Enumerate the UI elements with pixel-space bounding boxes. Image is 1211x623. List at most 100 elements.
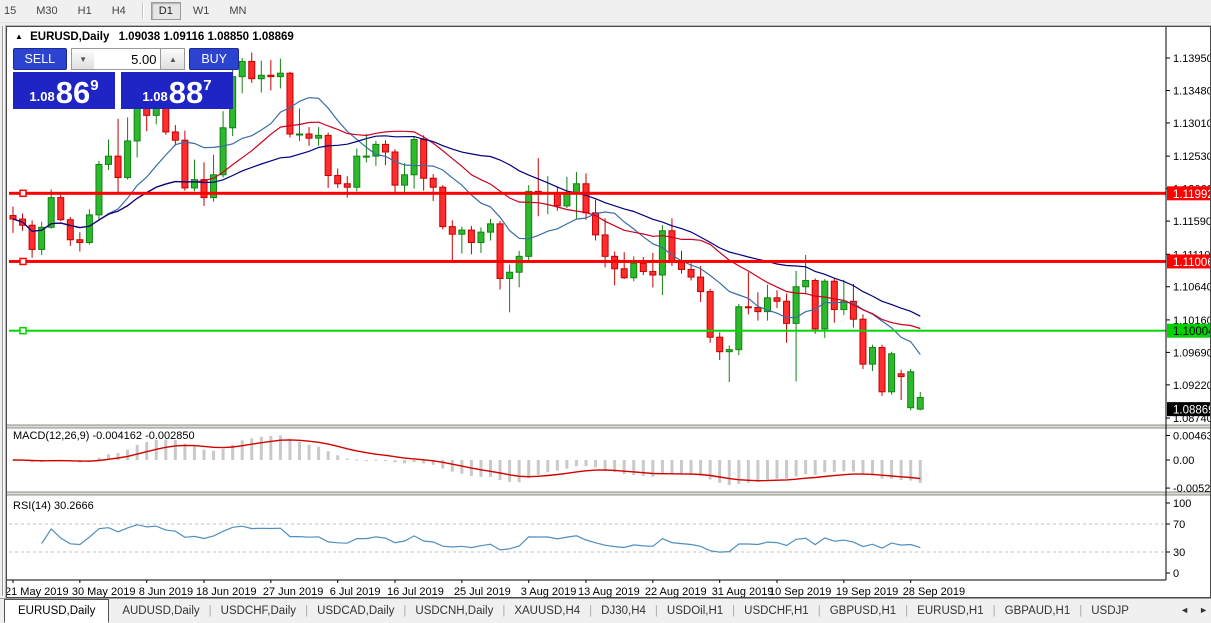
candle — [773, 297, 781, 302]
candle — [706, 291, 714, 338]
svg-text:0.00: 0.00 — [1173, 455, 1194, 467]
candle — [296, 133, 303, 136]
price-label-1.10004: 1.10004 — [1167, 323, 1210, 338]
candle — [105, 155, 112, 165]
timeframe-button-m30[interactable]: M30 — [36, 5, 58, 17]
timeframe-button-w1[interactable]: W1 — [192, 5, 210, 17]
svg-text:1.09690: 1.09690 — [1173, 347, 1210, 359]
tab-usdcad-daily[interactable]: USDCAD,Daily — [317, 605, 395, 617]
candle — [754, 306, 762, 313]
candle — [515, 255, 523, 273]
tab-separator: | — [208, 605, 212, 617]
candle — [869, 347, 876, 365]
collapse-triangle-icon[interactable]: ▲ — [15, 32, 23, 41]
tab-separator: | — [905, 605, 909, 617]
window-left-groove — [2, 26, 3, 596]
candle — [620, 268, 628, 279]
hline-handle[interactable] — [19, 326, 27, 335]
timeframe-button-15[interactable]: 15 — [4, 5, 17, 17]
candle — [477, 231, 485, 244]
candle — [114, 155, 122, 179]
candle — [124, 140, 132, 179]
timeframe-button-h1[interactable]: H1 — [77, 5, 92, 17]
tab-separator: | — [589, 605, 593, 617]
tab-usdoil-h1[interactable]: USDOil,H1 — [666, 605, 724, 617]
candle — [353, 155, 361, 188]
rsi-line — [41, 524, 921, 553]
buy-button[interactable]: BUY — [189, 48, 239, 70]
svg-text:31 Aug 2019: 31 Aug 2019 — [712, 586, 774, 597]
tab-scroll-left-icon[interactable]: ◄ — [1180, 605, 1190, 615]
hline-1.11006[interactable] — [9, 259, 1166, 263]
candle — [372, 143, 380, 157]
tab-audusd-daily[interactable]: AUDUSD,Daily — [122, 605, 200, 617]
tab-usdchf-h1[interactable]: USDCHF,H1 — [744, 605, 809, 617]
tab-eurusd-h1[interactable]: EURUSD,H1 — [917, 605, 984, 617]
tab-scroll-right-icon[interactable]: ► — [1199, 605, 1208, 615]
hline-1.11992[interactable] — [9, 191, 1166, 195]
candle — [458, 229, 466, 235]
tab-dj30-h4[interactable]: DJ30,H4 — [601, 605, 646, 617]
candle — [830, 280, 838, 311]
candle — [467, 229, 475, 244]
macd-indicator-label: MACD(12,26,9) -0.004162 -0.002850 — [13, 430, 195, 442]
tab-separator: | — [992, 605, 996, 617]
candle — [85, 214, 93, 244]
timeframe-button-d1[interactable]: D1 — [150, 2, 181, 20]
svg-text:1.09220: 1.09220 — [1173, 380, 1210, 392]
candle — [401, 174, 409, 186]
svg-text:70: 70 — [1173, 519, 1185, 531]
candle — [716, 336, 724, 353]
candle — [190, 179, 198, 189]
candle — [439, 186, 447, 228]
candle — [57, 197, 65, 221]
volume-decrease-button[interactable]: ▼ — [70, 48, 95, 70]
chart-canvas: 1.139501.134801.130101.125301.120601.115… — [7, 27, 1210, 597]
candle — [840, 300, 848, 311]
tab-usdjp[interactable]: USDJP — [1091, 605, 1129, 617]
svg-text:-0.005299: -0.005299 — [1173, 483, 1210, 495]
sell-button[interactable]: SELL — [13, 48, 67, 70]
candle — [601, 234, 609, 257]
ask-big-digits: 88 — [168, 75, 204, 110]
tab-eurusd-daily[interactable]: EURUSD,Daily — [4, 599, 110, 623]
ask-quote[interactable]: 1.08 88 7 — [121, 72, 233, 109]
svg-text:1.11992: 1.11992 — [1173, 189, 1210, 201]
volume-input[interactable] — [94, 48, 161, 70]
candle — [219, 127, 227, 176]
svg-text:16 Jul 2019: 16 Jul 2019 — [387, 586, 444, 597]
tab-separator: | — [1079, 605, 1083, 617]
rsi-indicator-label: RSI(14) 30.2666 — [13, 500, 94, 512]
tab-gbpaud-h1[interactable]: GBPAUD,H1 — [1004, 605, 1071, 617]
volume-increase-button[interactable]: ▲ — [160, 48, 186, 70]
chart-ohlc-values: 1.09038 1.09116 1.08850 1.08869 — [118, 31, 294, 43]
candle — [47, 197, 55, 228]
candle — [334, 174, 342, 185]
svg-text:1.10640: 1.10640 — [1173, 282, 1210, 294]
svg-text:19 Sep 2019: 19 Sep 2019 — [836, 586, 898, 597]
timeframe-button-mn[interactable]: MN — [229, 5, 247, 17]
candle — [897, 373, 905, 378]
tab-usdchf-daily[interactable]: USDCHF,Daily — [220, 605, 297, 617]
candle — [248, 60, 256, 80]
hline-handle[interactable] — [19, 189, 27, 198]
tab-xauusd-h4[interactable]: XAUUSD,H4 — [514, 605, 581, 617]
one-click-trade-panel: SELL ▼ ▲ BUY 1.08 86 9 1.08 88 7 — [13, 48, 239, 109]
timeframe-button-h4[interactable]: H4 — [111, 5, 126, 17]
tab-gbpusd-h1[interactable]: GBPUSD,H1 — [829, 605, 897, 617]
candle — [649, 271, 657, 276]
bid-quote[interactable]: 1.08 86 9 — [13, 72, 115, 109]
tab-usdcnh-daily[interactable]: USDCNH,Daily — [415, 605, 494, 617]
candle — [859, 318, 867, 365]
svg-text:3 Aug 2019: 3 Aug 2019 — [521, 586, 577, 597]
chevron-up-icon: ▲ — [168, 54, 177, 64]
hline-1.10004[interactable] — [9, 329, 1166, 332]
svg-text:0.00463: 0.00463 — [1173, 430, 1210, 442]
svg-text:1.10004: 1.10004 — [1173, 326, 1210, 338]
candle — [878, 347, 886, 393]
date-axis: 21 May 2019 30 May 2019 8 Jun 2019 18 Jun 2… — [7, 580, 965, 597]
price-label-1.08869: 1.08869 — [1167, 402, 1210, 417]
hline-handle[interactable] — [19, 257, 27, 266]
timeframe-toolbar: 15 M30 H1 H4 D1 W1 MN — [0, 0, 1211, 23]
svg-text:0: 0 — [1173, 568, 1179, 580]
